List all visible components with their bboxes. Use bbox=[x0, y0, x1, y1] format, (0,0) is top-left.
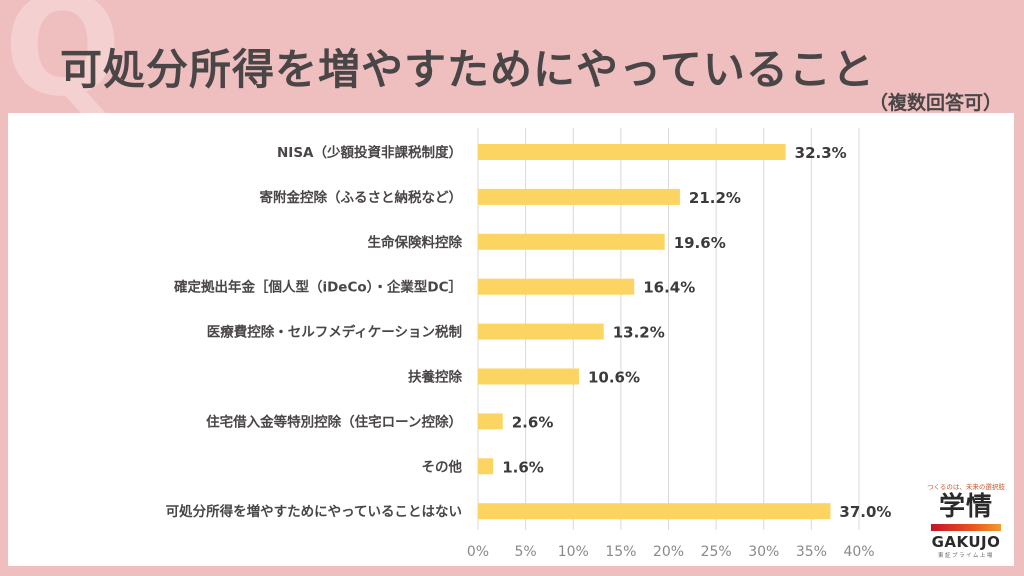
category-label: 扶養控除 bbox=[408, 369, 462, 386]
value-label: 21.2% bbox=[689, 189, 741, 207]
value-label: 10.6% bbox=[588, 369, 640, 387]
value-label: 16.4% bbox=[643, 279, 695, 297]
x-tick-label: 35% bbox=[796, 544, 827, 560]
x-tick-label: 5% bbox=[515, 544, 537, 560]
value-label: 2.6% bbox=[512, 413, 554, 431]
bars bbox=[478, 144, 831, 520]
bar bbox=[478, 368, 579, 385]
logo-brand: GAKUJO bbox=[931, 533, 1001, 551]
logo-kanji: 学情 bbox=[938, 492, 993, 522]
bar bbox=[478, 458, 494, 475]
gakujo-logo: つくるのは、未来の選択肢 学情 GAKUJO 東証プライム上場 bbox=[920, 478, 1012, 566]
value-label: 13.2% bbox=[613, 324, 665, 342]
x-tick-label: 20% bbox=[653, 544, 684, 560]
q-watermark: Q bbox=[4, 0, 122, 127]
category-label: その他 bbox=[422, 458, 463, 475]
bar bbox=[478, 144, 786, 160]
category-labels: NISA（少額投資非課税制度） 寄附金控除（ふるさと納税など） 生命保険料控除確定拠… bbox=[166, 144, 463, 520]
category-label: 住宅借入金等特別控除（住宅ローン控除） bbox=[206, 413, 462, 430]
category-label: 医療費控除・セルフメディケーション税制 bbox=[207, 324, 462, 341]
bar bbox=[478, 188, 680, 205]
page-title: 可処分所得を増やすためにやっていること bbox=[60, 45, 875, 94]
value-label: 19.6% bbox=[674, 234, 726, 252]
bar bbox=[478, 503, 831, 520]
value-label: 32.3% bbox=[795, 144, 847, 162]
x-tick-label: 0% bbox=[467, 544, 489, 560]
x-axis-ticks: 0% 5% 10% 15% 20% 25% 30% 35% 40% bbox=[467, 544, 875, 560]
value-label: 37.0% bbox=[839, 503, 891, 521]
x-tick-label: 10% bbox=[558, 544, 589, 560]
category-label: NISA（少額投資非課税制度） bbox=[277, 144, 462, 161]
page-subtitle: （複数回答可） bbox=[868, 92, 1002, 114]
logo-listed: 東証プライム上場 bbox=[938, 553, 994, 559]
value-label: 1.6% bbox=[502, 458, 544, 476]
category-label: 可処分所得を増やすためにやっていることはない bbox=[166, 503, 462, 520]
x-tick-label: 40% bbox=[843, 544, 874, 560]
logo-tagline: つくるのは、未来の選択肢 bbox=[927, 483, 1005, 491]
category-label: 寄附金控除（ふるさと納税など） bbox=[260, 189, 463, 206]
bar bbox=[478, 278, 635, 295]
bar bbox=[478, 323, 604, 340]
x-tick-label: 30% bbox=[748, 544, 779, 560]
bar bbox=[478, 233, 665, 250]
value-labels: 32.3% 21.2% 19.6% 16.4% 13.2% 10.6% 2.6% 1.6% 37… bbox=[502, 144, 891, 521]
logo-gradient-bar bbox=[931, 524, 1001, 531]
category-label: 確定拠出年金［個人型（iDeCo）・企業型DC］ bbox=[174, 279, 462, 296]
x-tick-label: 15% bbox=[605, 544, 636, 560]
x-tick-label: 25% bbox=[701, 544, 732, 560]
bar bbox=[478, 413, 503, 430]
category-label: 生命保険料控除 bbox=[368, 234, 463, 251]
